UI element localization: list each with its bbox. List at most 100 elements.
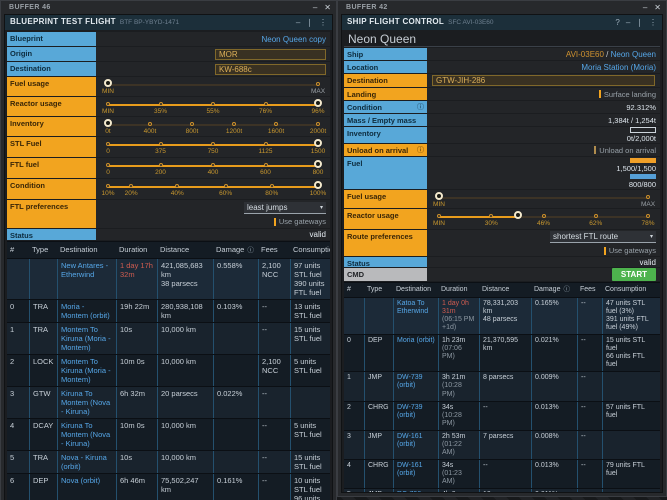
column-header: Distance [479, 283, 531, 297]
origin-input[interactable] [215, 49, 326, 60]
table-row: 1JMPDW-739 (orbit)3h 21m(10:28 PM)8 pars… [344, 371, 660, 400]
inventory-bar[interactable] [630, 127, 656, 133]
window-title: BLUEPRINT TEST FLIGHT [10, 17, 116, 26]
buffer-close-button[interactable]: ✕ [324, 3, 331, 12]
slider-tick-label: 46% [537, 220, 550, 227]
slider-tick-label: 1125 [259, 148, 273, 155]
reactor-usage-slider[interactable]: MIN30%46%62%78% [427, 209, 660, 229]
destination-link[interactable]: Nova (orbit) [61, 476, 100, 485]
surface-landing-toggle[interactable]: Surface landing [599, 90, 656, 99]
status-value: valid [640, 258, 656, 267]
buffer-title: BUFFER 42 [346, 4, 388, 11]
buffer-titlebar[interactable]: BUFFER 42 – ✕ [338, 1, 666, 14]
slider-tick [159, 163, 163, 167]
ftl-preferences-dropdown[interactable]: least jumps ▾ [244, 202, 326, 214]
field-status: Status valid [7, 229, 330, 240]
inventory-slider[interactable]: 0t400t800t1200t1600t2000t [96, 117, 330, 136]
destination-link[interactable]: DW-739 (orbit) [397, 404, 423, 419]
slider-track: MIN35%55%76%96% [108, 104, 318, 106]
field-inventory: Inventory 0t400t800t1200t1600t2000t [7, 117, 330, 136]
destination-link[interactable]: Katoa To Etherwind [397, 300, 428, 315]
slider-tick [175, 184, 179, 188]
fuel-usage-slider[interactable]: MINMAX [96, 77, 330, 96]
destination-link[interactable]: DW-161 (orbit) [397, 433, 423, 448]
slider-tick [232, 122, 236, 126]
slider-tick-label: MAX [311, 88, 325, 95]
destination-link[interactable]: Kiruna To Montem (Nova - Kiruna) [61, 389, 110, 416]
slider-tick-label: 0t [105, 128, 110, 135]
field-fuel-usage: Fuel usage MINMAX [7, 77, 330, 96]
buffer-window-flight-control: BUFFER 42 – ✕ SHIP FLIGHT CONTROL SFC AV… [337, 0, 667, 497]
ship-name-link[interactable]: Neon Queen [611, 50, 656, 59]
slider-tick-label: 10% [101, 190, 114, 197]
buffer-titlebar[interactable]: BUFFER 46 – ✕ [1, 1, 336, 14]
slider-tick [211, 102, 215, 106]
destination-link[interactable]: Kiruna To Montem (Nova - Kiruna) [61, 421, 110, 448]
slider-handle[interactable] [435, 192, 443, 200]
slider-handle[interactable] [314, 160, 322, 168]
condition-slider[interactable]: 10%20%40%60%80%100% [96, 179, 330, 199]
minimize-icon[interactable]: – [626, 18, 630, 27]
slider-tick [264, 142, 268, 146]
destination-link[interactable]: DW-739 (orbit) [397, 374, 423, 389]
slider-handle[interactable] [104, 79, 112, 87]
stl-fuel-value: 1,500/1,500 [616, 164, 656, 173]
slider-track: 037575011251500 [108, 144, 318, 146]
column-header: Type [364, 283, 393, 297]
start-button[interactable]: START [612, 268, 656, 281]
stl-fuel-slider[interactable]: 037575011251500 [96, 137, 330, 157]
slider-tick-label: 35% [154, 108, 167, 115]
destination-link[interactable]: DW-161 (orbit) [397, 462, 423, 477]
destination-link[interactable]: Moria (orbit) [397, 337, 435, 344]
slider-handle[interactable] [314, 99, 322, 107]
popout-icon[interactable]: ❘ [306, 18, 313, 27]
minimize-icon[interactable]: – [296, 18, 300, 27]
destination-link[interactable]: Moria - Montem (orbit) [61, 302, 110, 320]
help-icon[interactable]: ? [615, 18, 619, 27]
column-header: Type [29, 242, 57, 258]
slider-tick [106, 184, 110, 188]
slider-tick [106, 142, 110, 146]
buffer-minimize-button[interactable]: – [643, 3, 647, 12]
buffer-close-button[interactable]: ✕ [654, 3, 661, 12]
fuel-usage-slider[interactable]: MINMAX [427, 190, 660, 208]
slider-handle[interactable] [104, 119, 112, 127]
use-gateways-toggle[interactable]: Use gateways [604, 246, 656, 255]
destination-link[interactable]: Montem To Kiruna (Moria - Montem) [61, 325, 111, 352]
destination-link[interactable]: Nova - Kiruna (orbit) [61, 453, 107, 471]
field-reactor-usage: Reactor usage MIN35%55%76%96% [7, 97, 330, 116]
column-header: Duration [116, 242, 157, 258]
location-link[interactable]: Moria Station (Moria) [581, 63, 656, 72]
popout-icon[interactable]: ❘ [636, 18, 643, 27]
ftl-fuel-slider[interactable]: 0200400600800 [96, 158, 330, 178]
destination-input[interactable] [215, 64, 326, 75]
unload-on-arrival-toggle[interactable]: Unload on arrival [594, 146, 656, 155]
column-header: Consumption [602, 283, 660, 297]
blueprint-value-link[interactable]: Neon Queen copy [262, 35, 327, 44]
slider-tick [264, 163, 268, 167]
destination-link[interactable]: New Antares - Etherwind [61, 261, 108, 279]
slider-handle[interactable] [314, 181, 322, 189]
destination-input[interactable] [432, 75, 655, 86]
slider-tick-label: 78% [641, 220, 654, 227]
table-row: 0TRAMoria - Montem (orbit)19h 22m280,938… [7, 299, 330, 322]
menu-icon[interactable]: ⋮ [649, 18, 657, 27]
table-row: 4DCAYKiruna To Montem (Nova - Kiruna)10m… [7, 418, 330, 450]
slider-tick-label: MIN [433, 201, 445, 208]
slider-tick [274, 122, 278, 126]
destination-link[interactable]: Montem To Kiruna (Moria - Montem) [61, 357, 111, 384]
menu-icon[interactable]: ⋮ [319, 18, 327, 27]
reactor-usage-slider[interactable]: MIN35%55%76%96% [96, 97, 330, 116]
table-row: 2CHRGDW-739 (orbit)34s(10:28 PM)--0.013%… [344, 401, 660, 430]
toggle-bar [594, 146, 596, 154]
slider-tick-label: 80% [265, 190, 278, 197]
use-gateways-toggle[interactable]: Use gateways [274, 217, 326, 226]
buffer-minimize-button[interactable]: – [313, 3, 317, 12]
slider-tick-label: 1600t [268, 128, 284, 135]
condition-label: Condition ⓘ [344, 101, 427, 113]
slider-handle[interactable] [514, 211, 522, 219]
slider-handle[interactable] [314, 139, 322, 147]
route-preferences-dropdown[interactable]: shortest FTL route ▾ [550, 231, 656, 243]
destination-link[interactable]: RC-796 (orbit) [397, 491, 421, 492]
slider-tick-label: 200 [155, 169, 166, 176]
